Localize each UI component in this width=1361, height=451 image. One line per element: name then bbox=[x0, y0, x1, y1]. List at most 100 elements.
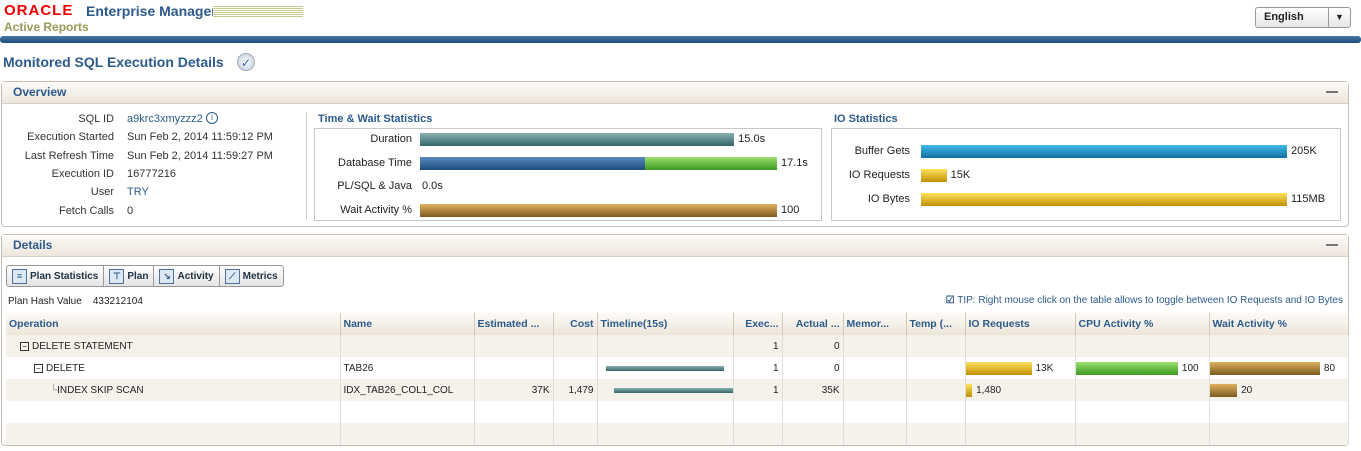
column-header[interactable]: Memor... bbox=[843, 313, 907, 335]
stat-label: Wait Activity % bbox=[340, 204, 412, 217]
estimated-rows bbox=[474, 357, 554, 379]
object-name bbox=[340, 335, 475, 357]
tab-label: Activity bbox=[177, 270, 214, 282]
cost bbox=[553, 357, 598, 379]
tab-plan[interactable]: ⊤ Plan bbox=[104, 266, 155, 286]
io-stats-title: IO Statistics bbox=[834, 113, 898, 125]
field-value[interactable]: a9krc3xmyzzz2 bbox=[127, 113, 203, 125]
io-bar bbox=[921, 145, 1287, 158]
stat-value: 100 bbox=[781, 204, 800, 217]
wait-activity: 20 bbox=[1209, 379, 1349, 401]
wait-activity bbox=[1209, 335, 1349, 357]
overview-title: Overview bbox=[13, 85, 67, 99]
cost: 1,479 bbox=[553, 379, 598, 401]
operation: DELETE bbox=[46, 362, 85, 374]
field-label: Last Refresh Time bbox=[24, 149, 114, 162]
stat-label: Duration bbox=[370, 133, 412, 145]
check-icon: ☑ bbox=[945, 295, 955, 306]
column-header[interactable]: Estimated ... bbox=[474, 313, 554, 335]
collapse-icon[interactable]: − bbox=[20, 341, 29, 351]
tab-label: Plan bbox=[127, 270, 149, 282]
column-header[interactable]: Timeline(15s) bbox=[597, 313, 734, 335]
wait-activity: 80 bbox=[1209, 357, 1349, 379]
checkmark-icon: ✓ bbox=[237, 53, 255, 71]
tab-metrics[interactable]: ⟋ Metrics bbox=[220, 266, 283, 286]
column-header[interactable]: Temp (... bbox=[906, 313, 966, 335]
details-tabs: ≡ Plan Statistics ⊤ Plan ↘ Activity ⟋ Metric… bbox=[6, 265, 284, 287]
cell-bar bbox=[1209, 383, 1238, 397]
memory bbox=[843, 357, 907, 379]
field-value: 0 bbox=[127, 204, 134, 217]
empty-row bbox=[6, 401, 1349, 423]
io-value: 15K bbox=[950, 169, 971, 181]
stat-label: Database Time bbox=[338, 156, 412, 169]
tab-activity[interactable]: ↘ Activity bbox=[154, 266, 220, 286]
time-wait-title: Time & Wait Statistics bbox=[318, 113, 433, 125]
cpu-activity bbox=[1075, 335, 1210, 357]
field-value[interactable]: TRY bbox=[127, 186, 149, 199]
actual-rows: 35K bbox=[782, 379, 844, 401]
field-value: Sun Feb 2, 2014 11:59:12 PM bbox=[127, 131, 273, 144]
estimated-rows: 37K bbox=[474, 379, 554, 401]
db-wait-bar bbox=[644, 156, 777, 170]
cell-value: 1,480 bbox=[976, 384, 1002, 396]
stat-value: 17.1s bbox=[781, 156, 808, 169]
field-label: Fetch Calls bbox=[58, 204, 114, 217]
operation: DELETE STATEMENT bbox=[32, 340, 133, 352]
chevron-down-icon: ▼ bbox=[1328, 8, 1350, 27]
tip-text: ☑ TIP: Right mouse click on the table al… bbox=[946, 294, 1343, 307]
details-header[interactable]: Details bbox=[2, 235, 1348, 257]
stat-value: 0.0s bbox=[422, 180, 443, 193]
field-label: Execution ID bbox=[51, 167, 114, 180]
column-header[interactable]: Operation bbox=[6, 313, 341, 335]
field-label: SQL ID bbox=[78, 113, 114, 125]
column-header[interactable]: Name bbox=[340, 313, 475, 335]
column-header[interactable]: Actual ... bbox=[782, 313, 844, 335]
tab-label: Metrics bbox=[242, 270, 278, 282]
column-header[interactable]: Exec... bbox=[733, 313, 783, 335]
divider bbox=[306, 112, 307, 220]
estimated-rows bbox=[474, 335, 554, 357]
column-header[interactable]: IO Requests bbox=[965, 313, 1076, 335]
tree-line-icon: └ bbox=[50, 384, 58, 396]
language-value: English bbox=[1264, 11, 1304, 23]
db-cpu-bar bbox=[420, 156, 645, 170]
memory bbox=[843, 379, 907, 401]
io-requests bbox=[965, 335, 1076, 357]
actual-rows: 0 bbox=[782, 357, 844, 379]
actual-rows: 0 bbox=[782, 335, 844, 357]
field-value: 16777216 bbox=[127, 167, 176, 180]
executions: 1 bbox=[733, 357, 783, 379]
column-header[interactable]: Wait Activity % bbox=[1209, 313, 1349, 335]
plan-hash: Plan Hash Value 433212104 bbox=[8, 296, 143, 308]
cpu-activity bbox=[1075, 379, 1210, 401]
page-title: Monitored SQL Execution Details bbox=[3, 54, 224, 70]
plan-statistics-table[interactable]: Operation Name Estimated ... Cost Timeline(1… bbox=[6, 313, 1349, 445]
timeline bbox=[597, 357, 734, 379]
tree-icon: ⊤ bbox=[109, 268, 125, 284]
tab-plan-statistics[interactable]: ≡ Plan Statistics bbox=[7, 266, 105, 286]
chart-icon: ↘ bbox=[159, 268, 175, 284]
plan-hash-label: Plan Hash Value bbox=[8, 296, 82, 307]
tab-label: Plan Statistics bbox=[30, 270, 99, 282]
io-label: IO Bytes bbox=[867, 193, 910, 205]
collapse-icon[interactable]: − bbox=[34, 363, 43, 373]
column-header[interactable]: Cost bbox=[553, 313, 598, 335]
header-row: Operation Name Estimated ... Cost Timeline(1… bbox=[6, 313, 1349, 335]
field-value: Sun Feb 2, 2014 11:59:27 PM bbox=[127, 149, 273, 162]
language-select[interactable]: English ▼ bbox=[1255, 7, 1351, 28]
table-row[interactable]: └INDEX SKIP SCAN IDX_TAB26_COL1_COL 37K 1,… bbox=[6, 379, 1349, 401]
product-subtitle: Active Reports bbox=[4, 20, 89, 34]
info-icon[interactable]: i bbox=[206, 112, 218, 124]
minimize-icon[interactable] bbox=[1326, 244, 1338, 246]
minimize-icon[interactable] bbox=[1326, 91, 1338, 93]
column-header[interactable]: CPU Activity % bbox=[1075, 313, 1210, 335]
io-stats-box bbox=[831, 128, 1341, 221]
io-label: Buffer Gets bbox=[854, 145, 910, 157]
overview-header[interactable]: Overview bbox=[2, 82, 1348, 104]
cell-bar bbox=[1075, 361, 1178, 375]
timeline-bar bbox=[613, 387, 732, 393]
empty-row bbox=[6, 423, 1349, 445]
